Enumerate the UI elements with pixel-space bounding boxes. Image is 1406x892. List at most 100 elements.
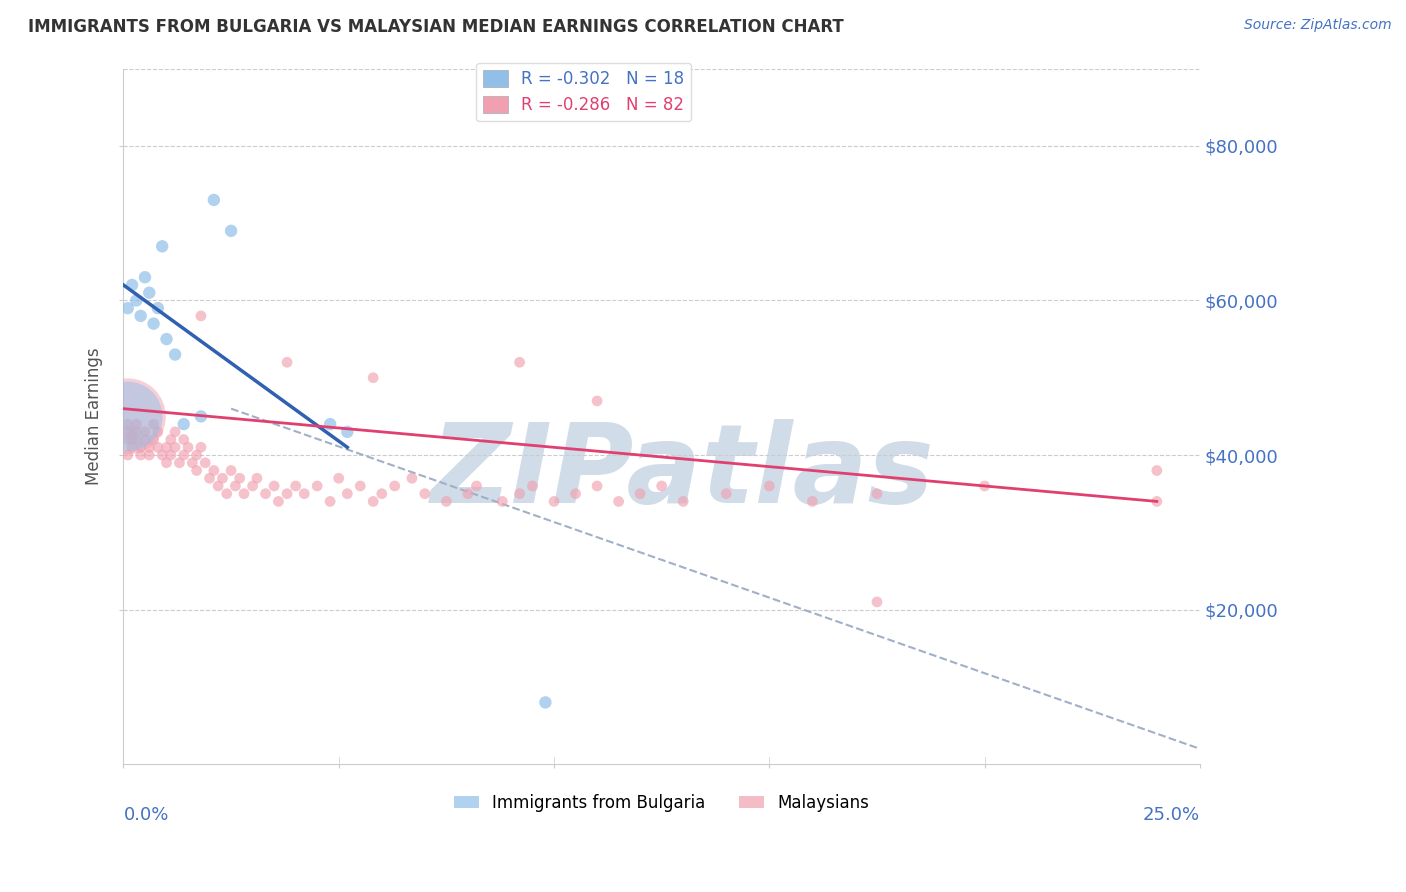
Point [522,479,544,493]
Point [117,301,139,315]
Point [165,440,187,454]
Point [319,494,342,508]
Point [125,433,148,447]
Point [211,471,233,485]
Point [134,425,156,439]
Point [628,486,651,500]
Text: 0.0%: 0.0% [124,806,169,824]
Point [215,486,238,500]
Point [219,463,242,477]
Point [434,494,457,508]
Point [155,440,177,454]
Point [121,277,143,292]
Point [142,417,165,431]
Point [121,425,143,439]
Point [186,463,208,477]
Point [142,433,165,447]
Point [866,486,889,500]
Y-axis label: Median Earnings: Median Earnings [86,348,103,485]
Point [198,471,221,485]
Text: 25.0%: 25.0% [1143,806,1199,824]
Point [142,317,165,331]
Point [371,486,394,500]
Point [413,486,436,500]
Point [138,285,160,300]
Point [207,479,229,493]
Point [384,479,406,493]
Point [181,456,204,470]
Point [233,486,256,500]
Point [165,347,187,361]
Point [866,595,889,609]
Point [173,448,195,462]
Point [336,425,359,439]
Point [138,440,160,454]
Point [219,224,242,238]
Point [509,486,531,500]
Point [125,293,148,308]
Point [138,448,160,462]
Point [117,409,139,424]
Point [457,486,479,500]
Point [319,417,342,431]
Point [349,479,371,493]
Point [177,440,200,454]
Point [202,193,225,207]
Point [202,463,225,477]
Point [328,471,350,485]
Point [1146,463,1168,477]
Point [129,309,152,323]
Point [263,479,285,493]
Point [267,494,290,508]
Point [155,456,177,470]
Point [117,417,139,431]
Point [190,409,212,424]
Point [254,486,277,500]
Point [491,494,513,508]
Point [292,486,315,500]
Point [159,433,181,447]
Legend: Immigrants from Bulgaria, Malaysians: Immigrants from Bulgaria, Malaysians [447,788,876,819]
Point [117,409,139,424]
Point [150,448,173,462]
Point [801,494,824,508]
Point [134,270,156,285]
Point [121,440,143,454]
Point [121,433,143,447]
Point [586,393,609,408]
Point [155,332,177,346]
Point [1146,494,1168,508]
Point [228,471,250,485]
Point [125,417,148,431]
Point [190,309,212,323]
Point [125,425,148,439]
Point [186,448,208,462]
Text: ZIPatlas: ZIPatlas [432,418,935,525]
Point [146,425,169,439]
Point [276,486,298,500]
Point [246,471,269,485]
Point [165,425,187,439]
Point [159,448,181,462]
Point [173,433,195,447]
Point [284,479,307,493]
Point [129,448,152,462]
Point [758,479,780,493]
Point [336,486,359,500]
Point [276,355,298,369]
Point [534,695,557,709]
Point [543,494,565,508]
Point [716,486,738,500]
Point [117,448,139,462]
Text: Source: ZipAtlas.com: Source: ZipAtlas.com [1244,18,1392,32]
Point [242,479,264,493]
Point [224,479,246,493]
Point [361,370,384,384]
Point [173,417,195,431]
Point [129,440,152,454]
Point [672,494,695,508]
Point [117,433,139,447]
Point [401,471,423,485]
Point [973,479,995,493]
Point [307,479,329,493]
